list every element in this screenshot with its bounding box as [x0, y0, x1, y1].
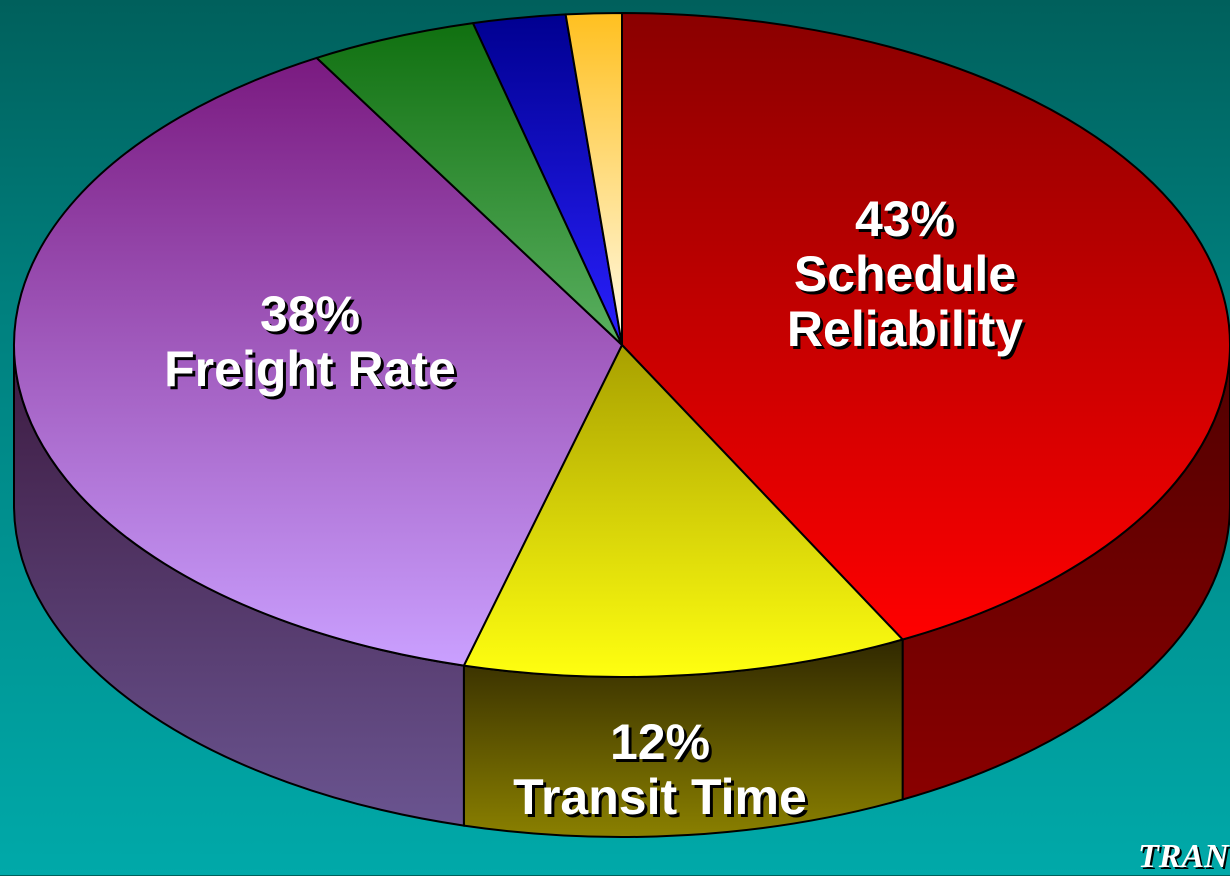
pie-slice-transit-time [462, 344, 904, 678]
slice-name-line1: Schedule [793, 246, 1017, 302]
slice-label-schedule-reliability: 43% Schedule Reliability [730, 192, 1080, 357]
company-logo: TRAN [1138, 838, 1229, 875]
slice-label-transit-time: 12% Transit Time [440, 715, 880, 825]
slice-name: Transit Time [513, 769, 807, 825]
slice-label-freight-rate: 38% Freight Rate [95, 287, 525, 397]
slice-name-line2: Reliability [786, 301, 1024, 357]
slice-percent: 43% [854, 191, 956, 247]
pie-slice-cream-slice [564, 12, 623, 346]
slice-percent: 12% [609, 714, 711, 770]
pie-slice-green-slice [315, 22, 623, 346]
pie-slice-schedule-reliability [621, 12, 1230, 641]
slice-percent: 38% [259, 286, 361, 342]
slice-name: Freight Rate [164, 341, 456, 397]
pie-slice-freight-rate [13, 56, 623, 667]
